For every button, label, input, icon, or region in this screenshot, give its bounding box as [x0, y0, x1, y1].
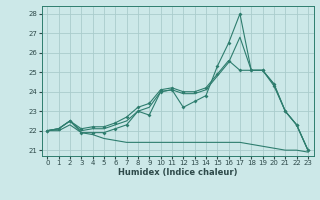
- X-axis label: Humidex (Indice chaleur): Humidex (Indice chaleur): [118, 168, 237, 177]
